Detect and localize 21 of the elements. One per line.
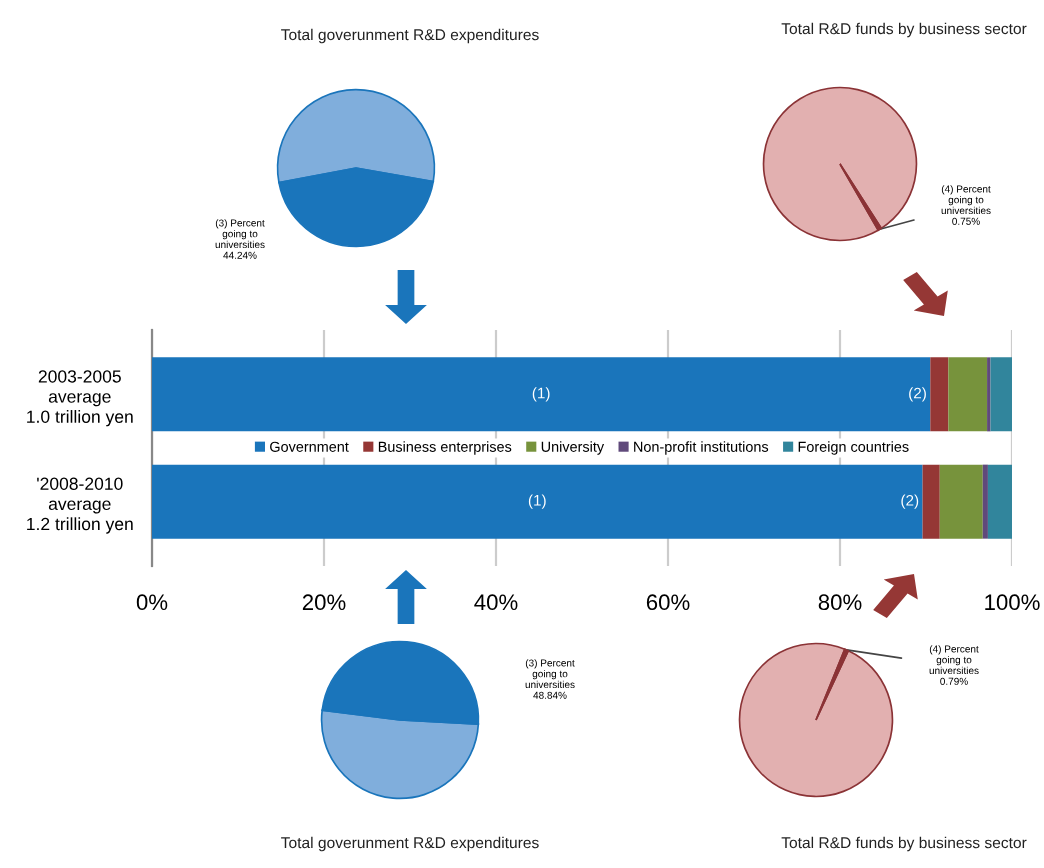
y-tick-label: 2003-2005 average 1.0 trillion yen xyxy=(27,370,133,427)
bar xyxy=(152,357,931,432)
bar xyxy=(922,464,940,539)
bar xyxy=(948,357,988,432)
pie-slice xyxy=(815,648,850,721)
pie-slice xyxy=(738,642,894,798)
x-tick-label: 40% xyxy=(474,594,518,611)
pie-slice xyxy=(839,163,883,232)
y-tick-label: '2008-2010 average 1.2 trillion yen xyxy=(27,477,133,534)
x-tick-label: 100% xyxy=(985,594,1040,611)
x-tick-label: 20% xyxy=(302,594,346,611)
bar xyxy=(982,464,988,539)
bar xyxy=(987,464,1012,539)
x-tick-label: 60% xyxy=(646,594,690,611)
pie-slice xyxy=(762,86,918,242)
bar xyxy=(990,357,1012,432)
x-tick-label: 0% xyxy=(136,594,168,611)
bar xyxy=(939,464,983,539)
bar xyxy=(152,464,923,539)
bar xyxy=(930,357,949,432)
x-tick-label: 80% xyxy=(818,594,862,611)
